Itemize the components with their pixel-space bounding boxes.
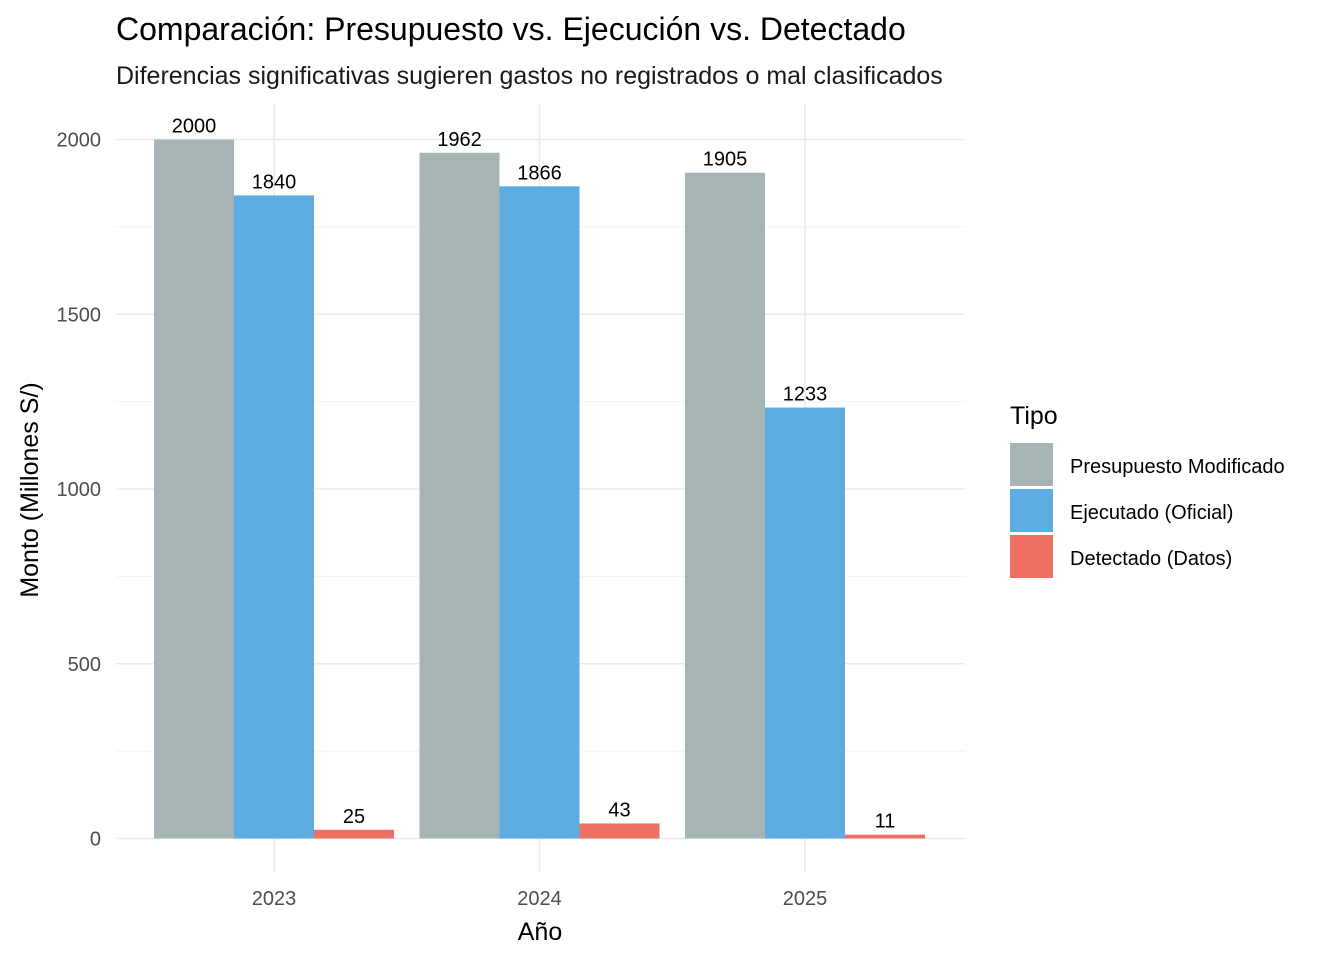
x-tick-label: 2025 (783, 888, 828, 910)
x-axis-ticks: 2023 2024 2025 (252, 888, 828, 910)
y-axis-title: Monto (Millones S/) (16, 382, 44, 597)
legend-label: Detectado (Datos) (1070, 548, 1232, 570)
x-tick-label: 2023 (252, 888, 297, 910)
bar (419, 152, 500, 839)
bar (579, 823, 660, 839)
legend-title: Tipo (1010, 402, 1058, 430)
data-label: 1905 (703, 149, 748, 171)
y-tick-label: 0 (90, 829, 101, 851)
bar (765, 407, 845, 839)
legend-key (1010, 535, 1053, 578)
bar (314, 829, 394, 839)
data-label: 43 (608, 799, 630, 821)
data-label: 1866 (517, 162, 562, 184)
y-tick-label: 2000 (57, 130, 102, 152)
data-label: 1233 (783, 384, 828, 406)
data-label: 11 (875, 811, 896, 833)
y-tick-label: 1000 (57, 479, 102, 501)
data-label: 1962 (437, 129, 482, 151)
legend-key (1010, 443, 1053, 486)
chart-subtitle: Diferencias significativas sugieren gast… (116, 62, 943, 90)
bar (499, 186, 580, 839)
chart-title: Comparación: Presupuesto vs. Ejecución v… (116, 11, 906, 47)
legend-label: Presupuesto Modificado (1070, 456, 1285, 478)
y-axis-ticks: 0 500 1000 1500 2000 (57, 130, 102, 851)
data-label: 25 (343, 806, 365, 828)
data-labels: 2000 1962 1905 1840 1866 1233 25 43 11 (172, 116, 896, 833)
x-axis-title: Año (518, 918, 562, 946)
bar (685, 172, 765, 839)
data-label: 1840 (252, 171, 297, 193)
legend-label: Ejecutado (Oficial) (1070, 502, 1233, 524)
bar (845, 834, 925, 839)
bar (154, 139, 234, 839)
y-tick-label: 1500 (57, 304, 102, 326)
x-tick-label: 2024 (517, 888, 562, 910)
legend: Tipo Presupuesto Modificado Ejecutado (Of… (1010, 402, 1285, 578)
legend-key (1010, 489, 1053, 532)
data-label: 2000 (172, 116, 217, 138)
bars (154, 139, 925, 839)
y-tick-label: 500 (68, 654, 101, 676)
bar (234, 195, 314, 839)
